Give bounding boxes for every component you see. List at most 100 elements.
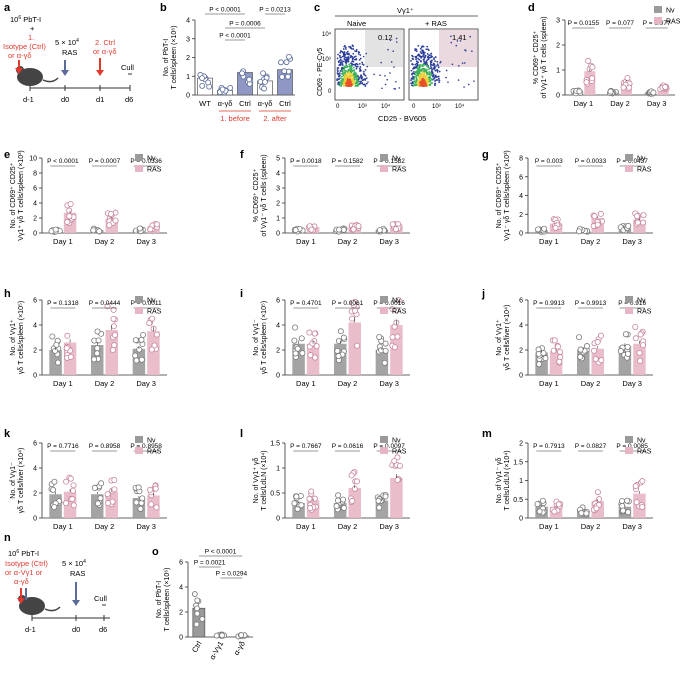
flow-event bbox=[412, 84, 415, 87]
flow-event bbox=[352, 73, 355, 76]
data-point bbox=[133, 357, 140, 364]
p-value: P = 0.0018 bbox=[290, 158, 322, 165]
flow-event bbox=[355, 50, 358, 53]
flow-event bbox=[343, 69, 346, 72]
y-tick-label: 2 bbox=[519, 441, 523, 448]
data-point bbox=[67, 353, 74, 360]
flow-event bbox=[363, 83, 366, 86]
data-point bbox=[307, 352, 314, 359]
flow-event bbox=[426, 65, 429, 68]
data-point bbox=[633, 213, 640, 220]
x-tick-label: Day 2 bbox=[581, 237, 601, 246]
p-value: P = 0.1582 bbox=[373, 158, 405, 165]
data-point bbox=[94, 328, 101, 335]
flow-event bbox=[355, 74, 357, 77]
flow-event bbox=[357, 83, 360, 86]
x-tick-label: Day 3 bbox=[622, 379, 642, 388]
data-point bbox=[312, 354, 319, 361]
flow-event bbox=[396, 41, 398, 43]
flow-event bbox=[365, 77, 368, 80]
flow-event bbox=[363, 78, 366, 81]
flow-event bbox=[417, 53, 420, 56]
flow-event bbox=[340, 84, 343, 87]
bar-ras bbox=[390, 478, 403, 518]
p-value: P = 0.7716 bbox=[47, 443, 79, 450]
y-axis-label: No. of Vγ1⁻ bbox=[10, 462, 17, 499]
flow-event bbox=[433, 58, 435, 61]
flow-event bbox=[419, 51, 422, 53]
flow-event bbox=[348, 63, 351, 66]
flow-event bbox=[434, 80, 436, 82]
flow-event bbox=[428, 54, 431, 57]
bar-ras bbox=[147, 331, 160, 375]
flow-event bbox=[455, 44, 458, 47]
data-point bbox=[556, 358, 563, 365]
y-tick-label: 8 bbox=[33, 171, 37, 178]
data-point bbox=[594, 489, 601, 496]
data-point bbox=[137, 505, 144, 512]
flow-event bbox=[447, 81, 449, 83]
flow-event bbox=[339, 51, 342, 54]
flow-event bbox=[436, 68, 438, 71]
data-point bbox=[539, 497, 546, 504]
ras-label: RAS bbox=[70, 569, 85, 578]
flow-event bbox=[348, 52, 350, 55]
flow-event bbox=[463, 86, 465, 88]
y-tick-label: 2 bbox=[179, 610, 183, 617]
data-point bbox=[596, 496, 603, 503]
y-tick-label: 6 bbox=[519, 298, 523, 305]
flow-event bbox=[359, 76, 362, 78]
flow-event bbox=[424, 68, 426, 71]
flow-event bbox=[362, 70, 365, 73]
flow-event bbox=[436, 76, 439, 78]
flow-event bbox=[412, 76, 415, 79]
data-point bbox=[624, 497, 631, 504]
flow-event bbox=[349, 72, 352, 75]
p-value: P = 0.003 bbox=[535, 158, 563, 165]
y-tick-label: 4 bbox=[519, 193, 523, 200]
data-point bbox=[97, 495, 104, 502]
flow-event bbox=[431, 72, 434, 75]
data-point bbox=[63, 345, 70, 352]
data-point bbox=[551, 337, 558, 344]
data-point bbox=[576, 228, 583, 235]
flow-event bbox=[352, 82, 355, 85]
flow-event bbox=[357, 81, 359, 84]
legend-swatch bbox=[135, 307, 143, 314]
y-tick-label: 2 bbox=[276, 201, 280, 208]
data-point bbox=[536, 508, 543, 515]
data-point bbox=[219, 632, 225, 639]
flow-event bbox=[394, 88, 397, 90]
flow-event bbox=[347, 68, 350, 71]
flow-event bbox=[420, 52, 423, 55]
flow-event bbox=[427, 77, 429, 80]
flow-event bbox=[450, 41, 453, 44]
flow-event bbox=[415, 58, 417, 61]
data-point bbox=[104, 303, 111, 310]
flow-xtick: 0 bbox=[412, 104, 416, 110]
data-point bbox=[90, 227, 97, 234]
data-point bbox=[633, 499, 640, 506]
flow-event bbox=[436, 60, 439, 63]
flow-event bbox=[423, 56, 425, 59]
flow-event bbox=[463, 62, 466, 64]
data-point bbox=[589, 64, 596, 71]
y-tick-label: 0.5 bbox=[513, 497, 523, 504]
flow-event bbox=[433, 65, 436, 68]
data-point bbox=[382, 340, 389, 347]
y-tick-label: 4 bbox=[179, 585, 183, 592]
y-tick-label: 0 bbox=[519, 516, 523, 523]
flow-event bbox=[341, 64, 344, 66]
flow-event bbox=[343, 80, 346, 83]
data-point bbox=[194, 610, 201, 617]
x-tick-label: Day 3 bbox=[622, 237, 642, 246]
red-arrow-icon-2 bbox=[96, 58, 104, 76]
y-tick-label: 0 bbox=[276, 231, 280, 238]
x-tick-label: Day 1 bbox=[53, 522, 73, 531]
flow-event bbox=[410, 79, 412, 82]
day-label: d-1 bbox=[25, 625, 36, 634]
flow-event bbox=[347, 57, 349, 59]
flow-ylabel: CD69 - PE-Cy5 bbox=[317, 48, 324, 96]
flow-event bbox=[413, 72, 415, 75]
flow-event bbox=[438, 79, 441, 82]
